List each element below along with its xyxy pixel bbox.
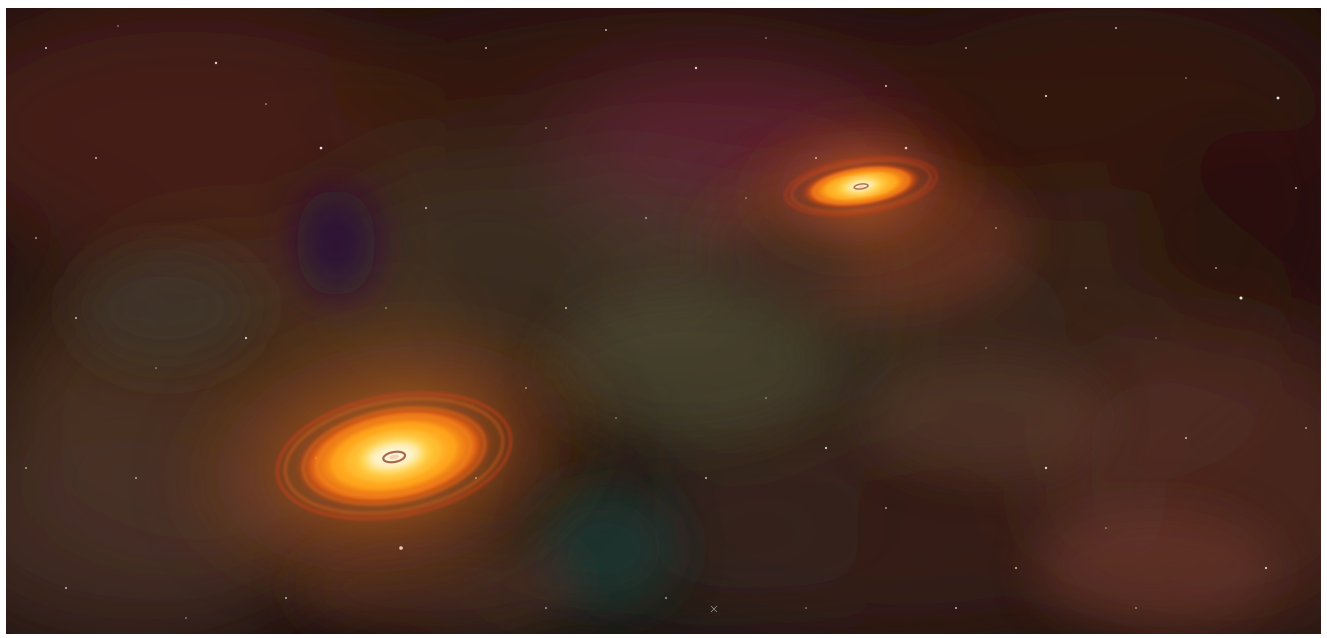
- accretion-disk-large: [156, 302, 632, 610]
- nebula-clouds: [6, 8, 1321, 634]
- nebula-scene: [6, 8, 1321, 634]
- space-illustration: [6, 8, 1321, 634]
- accretion-disk-small: [721, 94, 1001, 278]
